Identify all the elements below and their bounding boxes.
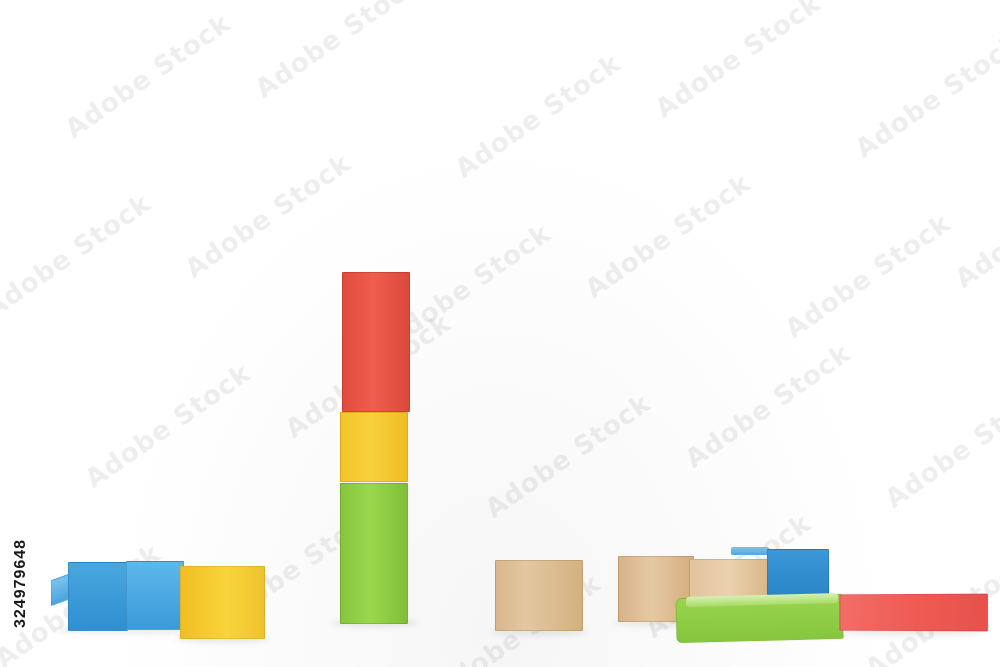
yellow-block-middle bbox=[340, 412, 408, 482]
watermark-text: Adobe Stock bbox=[450, 48, 627, 185]
red-flat-block bbox=[839, 593, 989, 632]
yellow-cube bbox=[180, 566, 265, 639]
watermark-text: Adobe Stock bbox=[880, 378, 1000, 515]
watermark-text: Adobe Stock bbox=[580, 168, 757, 305]
stock-id: 324979648 bbox=[12, 538, 29, 628]
red-block-top bbox=[342, 272, 410, 412]
blue-block-right-lip bbox=[731, 547, 769, 555]
watermark-text: Adobe Stock bbox=[680, 338, 857, 475]
watermark-text: Adobe Stock bbox=[650, 0, 827, 125]
wood-cube-shadow bbox=[490, 628, 588, 636]
watermark-text: Adobe Stock bbox=[780, 208, 957, 345]
red-flat-shadow bbox=[836, 628, 986, 636]
watermark-text: Adobe Stock bbox=[480, 388, 657, 525]
yellow-cube-shadow bbox=[176, 635, 270, 643]
watermark-text: Adobe Stock bbox=[180, 148, 357, 285]
watermark-text: Adobe Stock bbox=[250, 0, 427, 105]
watermark-text: Adobe Stock bbox=[60, 8, 237, 145]
blue-block-flap bbox=[51, 573, 69, 607]
blue-block-left-side bbox=[126, 561, 184, 630]
wood-cube-center bbox=[495, 560, 583, 631]
blue-block-left-front bbox=[68, 562, 128, 631]
green-block-base bbox=[340, 483, 408, 624]
watermark-text: Adobe Stock bbox=[0, 188, 157, 325]
wood-cube-back bbox=[689, 559, 770, 599]
watermark-text: Adobe Stock bbox=[950, 158, 1000, 295]
watermark-text: Adobe Stock bbox=[850, 28, 1000, 165]
watermark-text: Adobe Stock bbox=[80, 358, 257, 495]
blue-block-right bbox=[767, 549, 829, 595]
